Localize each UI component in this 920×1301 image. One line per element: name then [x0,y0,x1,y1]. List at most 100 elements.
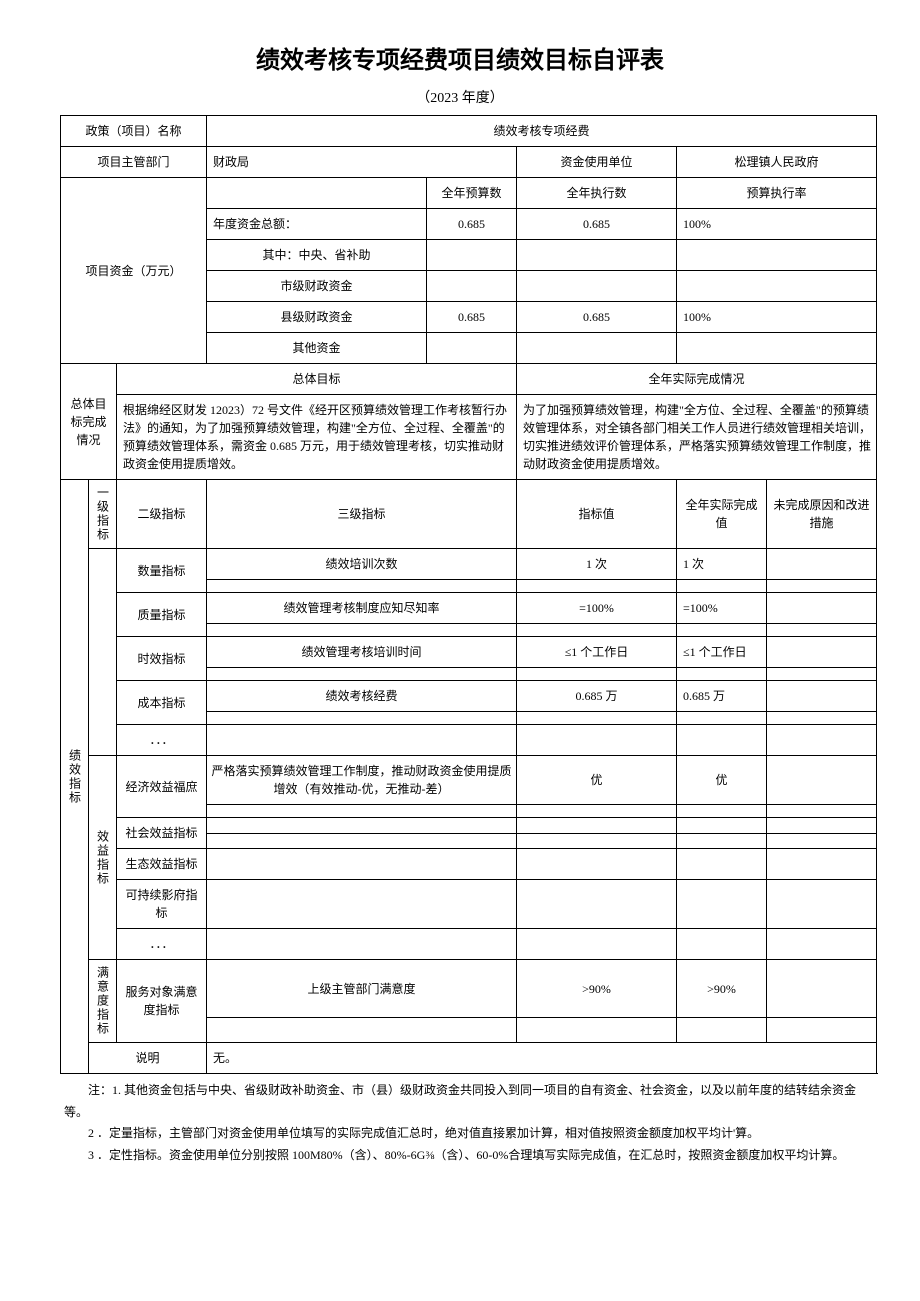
social-0-target [517,818,677,834]
col-exec: 全年执行数 [517,178,677,209]
cost-1-actual [677,712,767,725]
fund-other-exec [517,333,677,364]
l2-time: 时效指标 [117,637,207,681]
l2-svc: 服务对象满意度指标 [117,960,207,1043]
sustain-0-name [207,880,517,929]
quality-0-reason [767,593,877,624]
fund-total-budget: 0.685 [427,209,517,240]
fund-total-rate: 100% [677,209,877,240]
eco-0-name [207,849,517,880]
quality-0-target: =100% [517,593,677,624]
l1-benefit: 效益指标 [89,756,117,960]
social-1-reason [767,833,877,849]
fund-city-label: 市级财政资金 [207,271,427,302]
cost-1-reason [767,712,877,725]
econ-0-name: 严格落实预算绩效管理工作制度，推动财政资金使用提质增效（有效推动-优，无推动-差… [207,756,517,805]
cost-0-target: 0.685 万 [517,681,677,712]
dept-label: 项目主管部门 [61,147,207,178]
benefit-more-actual [677,929,767,960]
evaluation-table: 政策（项目）名称 绩效考核专项经费 项目主管部门 财政局 资金使用单位 松理镇人… [60,115,877,1074]
time-0-actual: ≤1 个工作日 [677,637,767,668]
output-more-target [517,725,677,756]
econ-0-target: 优 [517,756,677,805]
note-3: 3 ．定性指标。资金使用单位分别按照 100M80%（含）、80%-6G⅜（含）… [64,1145,856,1167]
social-1-target [517,833,677,849]
sustain-0-reason [767,880,877,929]
qty-1-target [517,580,677,593]
l1-output [89,549,117,756]
fund-total-exec: 0.685 [517,209,677,240]
fund-city-exec [517,271,677,302]
l2-quality: 质量指标 [117,593,207,637]
time-1-name [207,668,517,681]
svc-0-name: 上级主管部门满意度 [207,960,517,1018]
fund-unit-value: 松理镇人民政府 [677,147,877,178]
l1-satisfaction: 满意度指标 [89,960,117,1043]
quality-1-name [207,624,517,637]
fund-county-budget: 0.685 [427,302,517,333]
page-subtitle: （2023 年度） [60,87,860,107]
qty-1-reason [767,580,877,593]
svc-0-actual: >90% [677,960,767,1018]
social-1-name [207,833,517,849]
qty-0-reason [767,549,877,580]
col-rate: 预算执行率 [677,178,877,209]
quality-1-reason [767,624,877,637]
time-0-reason [767,637,877,668]
cost-1-target [517,712,677,725]
fund-city-rate [677,271,877,302]
quality-0-name: 绩效管理考核制度应知尽知率 [207,593,517,624]
sustain-0-actual [677,880,767,929]
fund-county-rate: 100% [677,302,877,333]
output-more-reason [767,725,877,756]
econ-1-target [517,805,677,818]
cost-0-name: 绩效考核经费 [207,681,517,712]
eco-0-reason [767,849,877,880]
time-1-reason [767,668,877,681]
svc-1-target [517,1018,677,1043]
output-more-name [207,725,517,756]
quality-1-target [517,624,677,637]
svc-1-name [207,1018,517,1043]
fund-city-budget [427,271,517,302]
l2-label: 二级指标 [117,480,207,549]
svc-0-reason [767,960,877,1018]
fund-central-budget [427,240,517,271]
l2-econ: 经济效益福庶 [117,756,207,818]
fund-unit-label: 资金使用单位 [517,147,677,178]
l2-eco: 生态效益指标 [117,849,207,880]
qty-0-target: 1 次 [517,549,677,580]
fund-central-rate [677,240,877,271]
fund-county-exec: 0.685 [517,302,677,333]
explain-label: 说明 [89,1043,207,1074]
reason-label: 未完成原因和改进措施 [767,480,877,549]
overall-section-label: 总体目标完成情况 [61,364,117,480]
fund-central-label: 其中：中央、省补助 [207,240,427,271]
qty-0-actual: 1 次 [677,549,767,580]
l2-qty: 数量指标 [117,549,207,593]
l3-label: 三级指标 [207,480,517,549]
overall-actual-header: 全年实际完成情况 [517,364,877,395]
benefit-more-name [207,929,517,960]
cost-0-reason [767,681,877,712]
overall-actual-text: 为了加强预算绩效管理，构建"全方位、全过程、全覆盖"的预算绩效管理体系，对全镇各… [517,395,877,480]
l1-label: 一级指标 [89,480,117,549]
l2-sustain: 可持续影府指标 [117,880,207,929]
social-0-reason [767,818,877,834]
time-0-target: ≤1 个工作日 [517,637,677,668]
fund-total-label: 年度资金总额： [207,209,427,240]
policy-label: 政策（项目）名称 [61,116,207,147]
l2-output-more: ．．． [117,725,207,756]
fund-other-label: 其他资金 [207,333,427,364]
dept-value: 财政局 [207,147,517,178]
funds-section-label: 项目资金（万元） [61,178,207,364]
fund-county-label: 县级财政资金 [207,302,427,333]
policy-value: 绩效考核专项经费 [207,116,877,147]
funds-blank [207,178,427,209]
time-0-name: 绩效管理考核培训时间 [207,637,517,668]
note-1: 注：1. 其他资金包括与中央、省级财政补助资金、市（县）级财政资金共同投入到同一… [64,1080,856,1123]
cost-0-actual: 0.685 万 [677,681,767,712]
qty-1-name [207,580,517,593]
sustain-0-target [517,880,677,929]
time-1-actual [677,668,767,681]
